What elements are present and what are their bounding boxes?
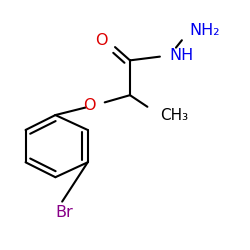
Text: CH₃: CH₃ — [160, 108, 188, 122]
Text: Br: Br — [56, 204, 73, 220]
Text: O: O — [95, 33, 108, 48]
Text: O: O — [83, 98, 95, 112]
Text: NH₂: NH₂ — [190, 23, 220, 38]
Text: NH: NH — [170, 48, 194, 63]
